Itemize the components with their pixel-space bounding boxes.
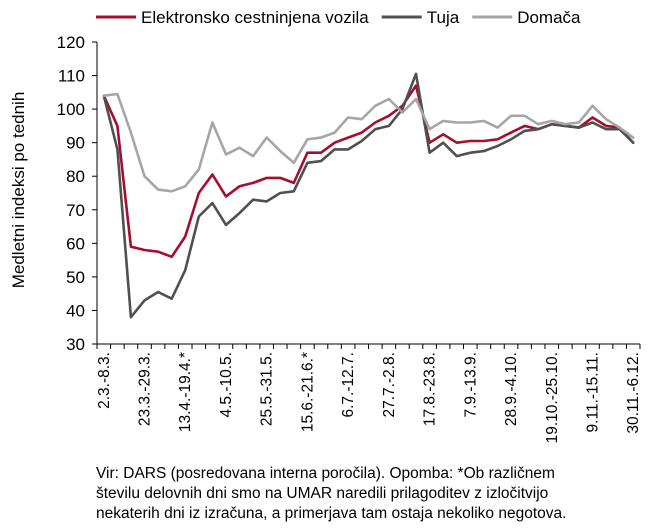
source-note-line-3: nekaterih dni iz izračuna, a primerjava … bbox=[96, 505, 567, 522]
x-axis-tick-labels: 2.3.-8.3. 23.3.-29.3. 13.4.-19.4.* 4.5.-10.… bbox=[96, 352, 642, 443]
y-axis-label: Medletni indeksi po tednih bbox=[9, 92, 28, 289]
x-tick-label: 13.4.-19.4.* bbox=[177, 352, 194, 432]
chart-legend: Elektronsko cestninjena vozila Tuja Domača bbox=[96, 8, 581, 27]
series-line-2 bbox=[102, 72, 635, 319]
x-tick-label: 4.5.-10.5. bbox=[218, 352, 235, 418]
x-tick-label: 9.11.-15.11. bbox=[584, 352, 601, 432]
y-tick-label: 30 bbox=[66, 335, 85, 354]
y-tick-label: 80 bbox=[66, 167, 85, 186]
series-line-3 bbox=[102, 92, 635, 193]
x-tick-label: 28.9.-4.10. bbox=[503, 352, 520, 426]
legend-label-1: Elektronsko cestninjena vozila bbox=[141, 8, 369, 27]
x-tick-label: 25.5.-31.5. bbox=[259, 352, 276, 426]
source-note-line-1: Vir: DARS (posredovana interna poročila)… bbox=[96, 465, 555, 482]
x-tick-label: 2.3.-8.3. bbox=[96, 352, 113, 409]
x-tick-label: 27.7.-2.8. bbox=[381, 352, 398, 418]
y-tick-label: 120 bbox=[57, 33, 85, 52]
y-tick-label: 40 bbox=[66, 301, 85, 320]
x-tick-label: 19.10.-25.10. bbox=[544, 352, 561, 443]
x-tick-label: 17.8.-23.8. bbox=[422, 352, 439, 426]
y-axis-tick-labels: 30 40 50 60 70 80 90 100 110 120 bbox=[57, 33, 85, 354]
source-note-line-2: številu delovnih dni smo na UMAR naredil… bbox=[96, 485, 549, 502]
y-tick-label: 70 bbox=[66, 201, 85, 220]
x-tick-label: 30.11.-6.12. bbox=[625, 352, 642, 434]
legend-label-3: Domača bbox=[517, 8, 581, 27]
y-tick-label: 100 bbox=[57, 100, 85, 119]
x-tick-label: 7.9.-13.9. bbox=[462, 352, 479, 418]
legend-label-2: Tuja bbox=[427, 8, 460, 27]
y-tick-label: 50 bbox=[66, 268, 85, 287]
y-tick-label: 90 bbox=[66, 134, 85, 153]
chart-axes bbox=[92, 41, 641, 349]
source-note: Vir: DARS (posredovana interna poročila)… bbox=[96, 464, 644, 524]
x-tick-label: 15.6.-21.6.* bbox=[299, 352, 316, 432]
x-tick-label: 6.7.-12.7. bbox=[340, 352, 357, 418]
line-chart: Elektronsko cestninjena vozila Tuja Domača… bbox=[9, 8, 642, 443]
y-tick-label: 60 bbox=[66, 234, 85, 253]
y-tick-label: 110 bbox=[58, 67, 85, 86]
x-tick-label: 23.3.-29.3. bbox=[137, 352, 154, 426]
chart-series-lines bbox=[102, 72, 635, 319]
